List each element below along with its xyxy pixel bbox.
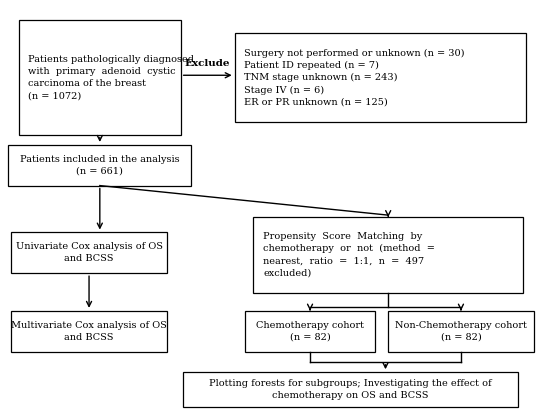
Text: Multivariate Cox analysis of OS
and BCSS: Multivariate Cox analysis of OS and BCSS — [11, 321, 167, 342]
FancyBboxPatch shape — [11, 311, 167, 352]
FancyBboxPatch shape — [11, 233, 167, 273]
Text: Exclude: Exclude — [185, 59, 230, 68]
Text: Chemotherapy cohort
(n = 82): Chemotherapy cohort (n = 82) — [256, 321, 364, 342]
FancyBboxPatch shape — [388, 311, 534, 352]
FancyBboxPatch shape — [245, 311, 375, 352]
Text: Surgery not performed or unknown (n = 30)
Patient ID repeated (n = 7)
TNM stage : Surgery not performed or unknown (n = 30… — [244, 48, 465, 106]
FancyBboxPatch shape — [254, 217, 523, 292]
Text: Plotting forests for subgroups; Investigating the effect of
chemotherapy on OS a: Plotting forests for subgroups; Investig… — [209, 379, 492, 400]
FancyBboxPatch shape — [8, 145, 191, 186]
FancyBboxPatch shape — [183, 372, 518, 407]
FancyBboxPatch shape — [234, 33, 526, 122]
Text: Univariate Cox analysis of OS
and BCSS: Univariate Cox analysis of OS and BCSS — [15, 242, 163, 263]
Text: Non-Chemotherapy cohort
(n = 82): Non-Chemotherapy cohort (n = 82) — [395, 321, 527, 342]
Text: Patients included in the analysis
(n = 661): Patients included in the analysis (n = 6… — [20, 155, 180, 176]
FancyBboxPatch shape — [19, 20, 180, 135]
Text: Patients pathologically diagnosed
with  primary  adenoid  cystic
carcinoma of th: Patients pathologically diagnosed with p… — [28, 55, 194, 100]
Text: Propensity  Score  Matching  by
chemotherapy  or  not  (method  =
nearest,  rati: Propensity Score Matching by chemotherap… — [263, 232, 435, 278]
